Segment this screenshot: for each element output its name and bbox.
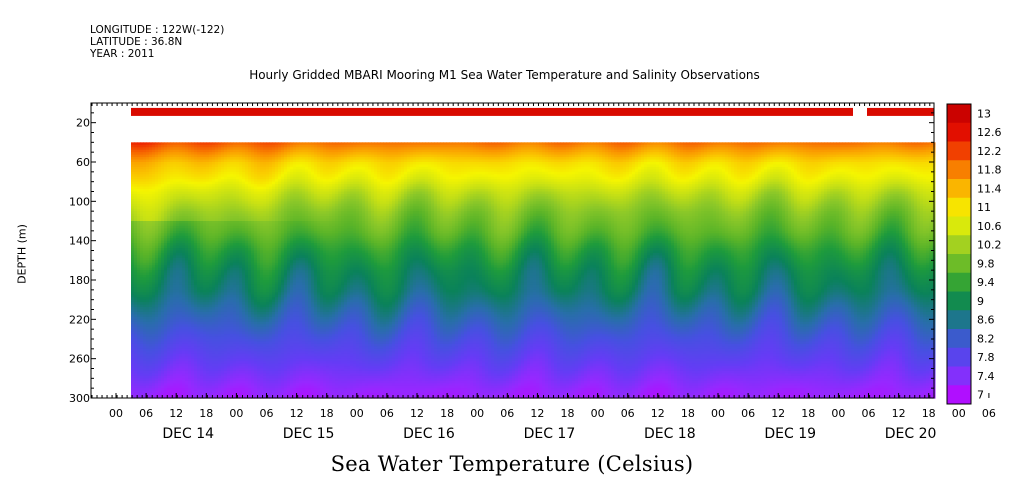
surface-band-b xyxy=(867,108,934,116)
surface-band-a xyxy=(131,108,853,116)
temperature-field xyxy=(131,108,936,399)
